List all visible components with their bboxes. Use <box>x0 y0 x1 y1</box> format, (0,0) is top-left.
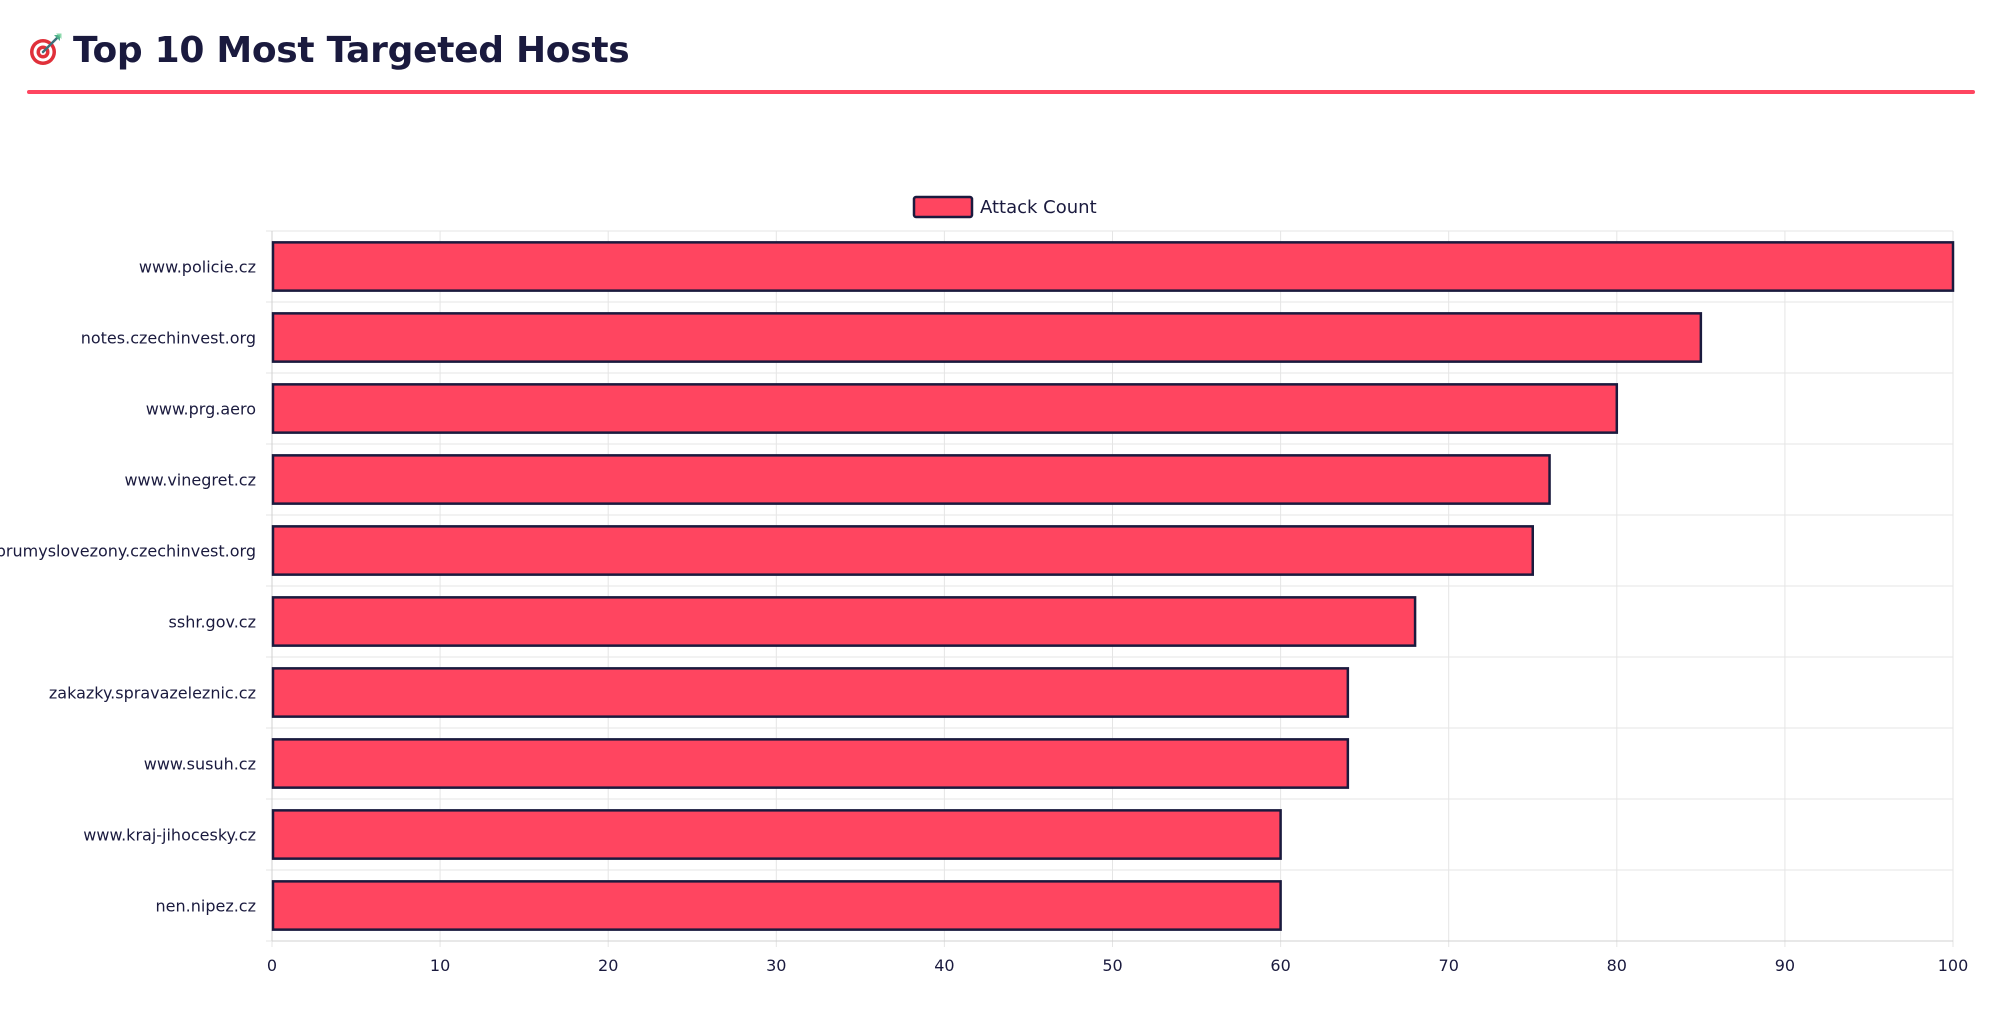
legend[interactable]: Attack Count <box>912 195 1097 219</box>
x-tick-label: 80 <box>1607 956 1627 975</box>
bar[interactable] <box>271 241 1955 292</box>
bar[interactable] <box>271 596 1417 647</box>
x-tick-label: 50 <box>1102 956 1122 975</box>
x-axis-labels: 0 10 20 30 40 50 60 70 80 90 100 <box>267 956 1968 975</box>
y-tick-label: prumyslovezony.czechinvest.org <box>0 542 256 561</box>
bar[interactable] <box>271 525 1534 576</box>
bar[interactable] <box>271 738 1350 789</box>
y-tick-label: zakazky.spravazeleznic.cz <box>49 684 256 703</box>
bar[interactable] <box>271 312 1703 363</box>
x-tick-label: 60 <box>1270 956 1290 975</box>
y-tick-label: www.susuh.cz <box>144 755 256 774</box>
page-title: Top 10 Most Targeted Hosts <box>73 29 630 71</box>
bar[interactable] <box>271 809 1282 860</box>
x-tick-label: 40 <box>934 956 954 975</box>
legend-label: Attack Count <box>980 197 1097 218</box>
x-tick-label: 30 <box>766 956 786 975</box>
y-tick-label: www.kraj-jihocesky.cz <box>83 826 256 845</box>
y-tick-label: notes.czechinvest.org <box>81 329 256 348</box>
y-tick-label: www.vinegret.cz <box>124 471 256 490</box>
y-tick-label: www.policie.cz <box>139 258 256 277</box>
x-tick-label: 90 <box>1775 956 1795 975</box>
bar[interactable] <box>271 667 1350 718</box>
bar-layer <box>271 241 1955 931</box>
x-tick-label: 20 <box>598 956 618 975</box>
title-divider <box>27 90 1975 94</box>
y-tick-label: sshr.gov.cz <box>169 613 256 632</box>
target-icon <box>30 33 62 65</box>
bar[interactable] <box>271 383 1619 434</box>
x-tick-label: 70 <box>1439 956 1459 975</box>
x-tick-label: 100 <box>1938 956 1969 975</box>
y-axis-labels: www.policie.cz notes.czechinvest.org www.p… <box>0 258 256 916</box>
chart-header: Top 10 Most Targeted Hosts <box>27 18 1975 96</box>
y-tick-label: www.prg.aero <box>146 400 256 419</box>
x-tick-label: 0 <box>267 956 277 975</box>
legend-swatch <box>912 195 974 219</box>
x-tick-label: 10 <box>430 956 450 975</box>
y-tick-label: nen.nipez.cz <box>156 897 256 916</box>
bar[interactable] <box>271 880 1282 931</box>
bar[interactable] <box>271 454 1551 505</box>
title-row: Top 10 Most Targeted Hosts <box>27 18 1975 82</box>
